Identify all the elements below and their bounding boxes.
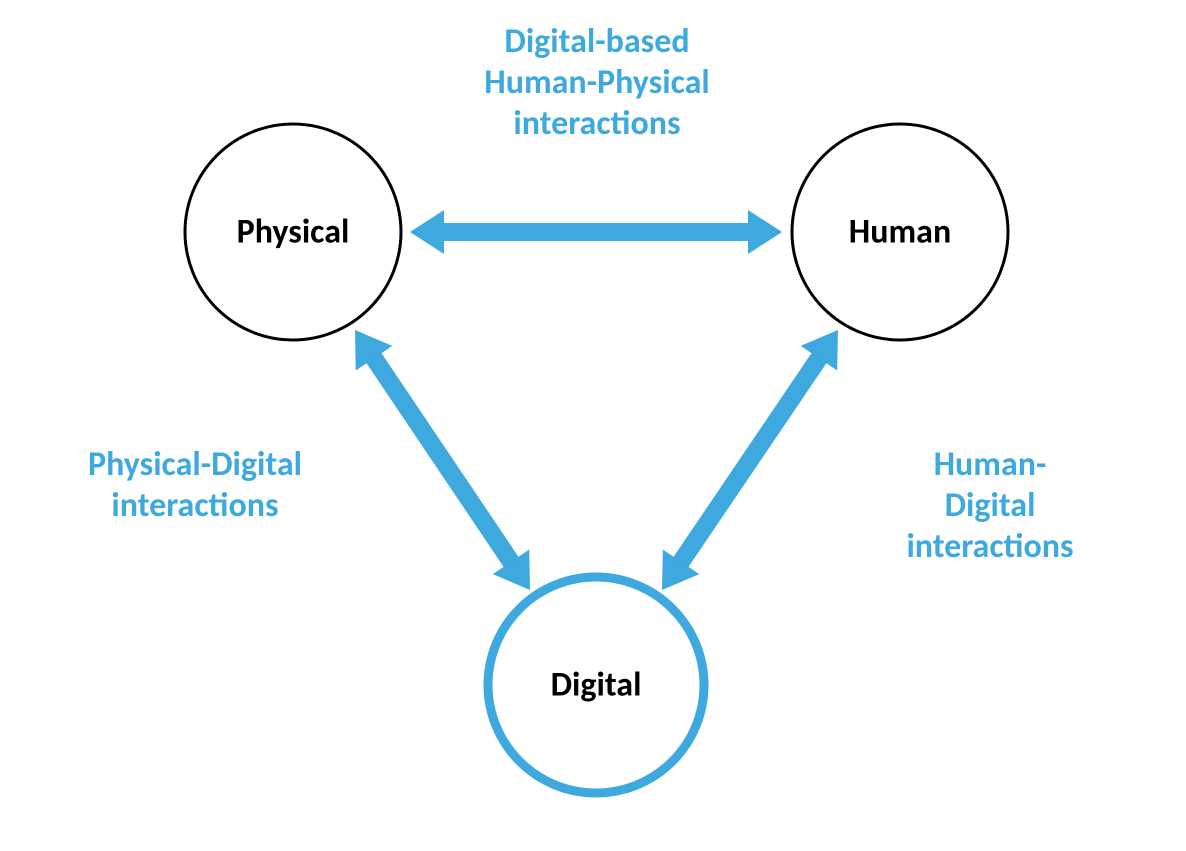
edge-label-physical-human: Digital-based Human-Physical interaction… <box>484 22 709 144</box>
edge-human-digital <box>674 348 825 571</box>
node-label-human: Human <box>849 212 951 253</box>
edges-group <box>355 210 838 590</box>
edge-label-human-digital: Human-Digital interactions <box>892 445 1088 567</box>
edge-label-physical-digital: Physical-Digital interactions <box>88 445 302 527</box>
node-label-digital: Digital <box>551 665 642 706</box>
edge-physical-digital <box>367 348 517 571</box>
node-label-physical: Physical <box>237 212 350 253</box>
